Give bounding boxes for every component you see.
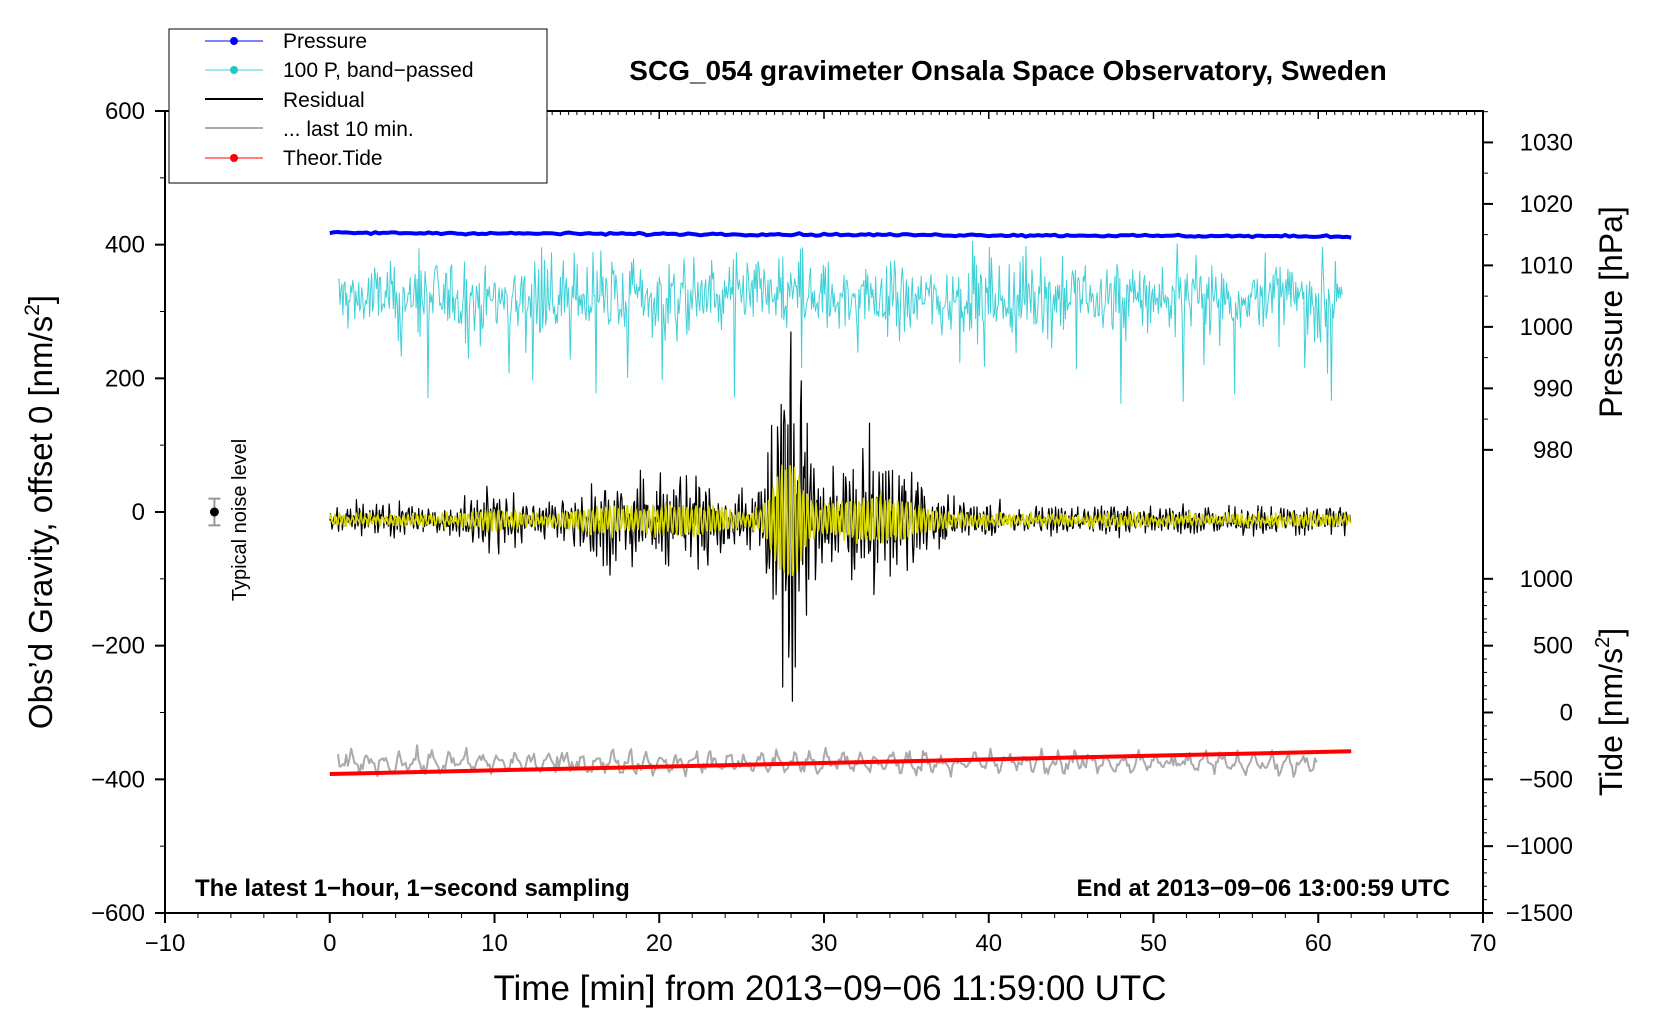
tide-label-sup: 2	[1592, 637, 1614, 648]
tide-tick-label: 500	[1533, 633, 1573, 660]
pressure-tick-label: 1010	[1520, 252, 1573, 279]
pressure-tick-label: 1020	[1520, 191, 1573, 218]
tide-tick-label: −500	[1519, 766, 1573, 793]
y-tick-label: 0	[132, 499, 145, 526]
tide-label-text: Tide [nm/s	[1593, 648, 1629, 796]
legend-entry-last10: ... last 10 min.	[205, 118, 414, 141]
y-tick-label: −200	[91, 633, 145, 660]
x-tick-label: 70	[1470, 930, 1497, 957]
y-axis-label-gravity: Obs’d Gravity, offset 0 [nm/s2]	[21, 295, 59, 729]
legend-label-pressure: Pressure	[283, 30, 367, 53]
x-tick-label: 50	[1140, 930, 1167, 957]
series-pressure	[329, 230, 1352, 240]
legend-entry-tide: Theor.Tide	[205, 147, 383, 170]
legend-marker-pressure	[230, 37, 238, 45]
tide-tick-label: −1500	[1506, 900, 1573, 927]
series-residual-smoothed	[329, 464, 1352, 577]
axis-ticks: −10 0 10 20 30 40 50 60 70−600−400−2000200400600…	[91, 98, 1573, 957]
y-tick-label: −600	[91, 900, 145, 927]
y-tick-label: −400	[91, 766, 145, 793]
gravity-label-end: ]	[22, 295, 59, 304]
legend-entry-bandpassed: 100 P, band−passed	[205, 59, 474, 82]
legend-marker-tide	[230, 154, 238, 162]
legend-entry-residual: Residual	[205, 89, 365, 112]
legend-label-last10: ... last 10 min.	[283, 118, 414, 141]
pressure-tick-label: 1030	[1520, 129, 1573, 156]
noise-level-label: Typical noise level	[229, 439, 251, 601]
x-tick-label: 40	[975, 930, 1002, 957]
tide-tick-label: −1000	[1506, 833, 1573, 860]
legend-label-tide: Theor.Tide	[283, 147, 383, 170]
x-tick-label: 30	[811, 930, 838, 957]
end-time-note: End at 2013−09−06 13:00:59 UTC	[1076, 875, 1450, 902]
legend: Pressure 100 P, band−passed Residual ...…	[168, 28, 548, 184]
tide-tick-label: 1000	[1520, 566, 1573, 593]
x-tick-label: −10	[145, 930, 186, 957]
legend-entry-pressure: Pressure	[205, 30, 367, 53]
y-axis-label-tide: Tide [nm/s2]	[1592, 628, 1629, 796]
chart-title: SCG_054 gravimeter Onsala Space Observat…	[629, 55, 1386, 86]
series-bandpassed-pressure	[337, 240, 1343, 404]
gravity-label-sup: 2	[21, 304, 44, 316]
series-theoretical-tide	[329, 749, 1352, 776]
pressure-tick-label: 1000	[1520, 314, 1573, 341]
pressure-tick-label: 980	[1533, 437, 1573, 464]
sampling-note: The latest 1−hour, 1−second sampling	[195, 875, 630, 902]
series-residual	[329, 331, 1352, 702]
x-tick-label: 0	[323, 930, 336, 957]
tide-tick-label: 0	[1560, 700, 1573, 727]
pressure-tick-label: 990	[1533, 375, 1573, 402]
series-last-10-min	[337, 744, 1318, 778]
x-tick-label: 10	[481, 930, 508, 957]
y-tick-label: 200	[105, 365, 145, 392]
legend-marker-bandpassed	[230, 66, 238, 74]
x-axis-label: Time [min] from 2013−09−06 11:59:00 UTC	[493, 969, 1166, 1008]
y-axis-label-pressure: Pressure [hPa]	[1593, 206, 1629, 418]
data-series	[329, 230, 1352, 778]
legend-label-residual: Residual	[283, 89, 365, 112]
tide-label-end: ]	[1593, 628, 1629, 637]
legend-label-bandpassed: 100 P, band−passed	[283, 59, 474, 82]
noise-level-marker	[208, 497, 221, 527]
y-tick-label: 600	[105, 98, 145, 125]
noise-dot	[209, 507, 219, 517]
x-tick-label: 20	[646, 930, 673, 957]
y-tick-label: 400	[105, 232, 145, 259]
gravity-label-text: Obs’d Gravity, offset 0 [nm/s	[22, 316, 59, 729]
x-tick-label: 60	[1305, 930, 1332, 957]
